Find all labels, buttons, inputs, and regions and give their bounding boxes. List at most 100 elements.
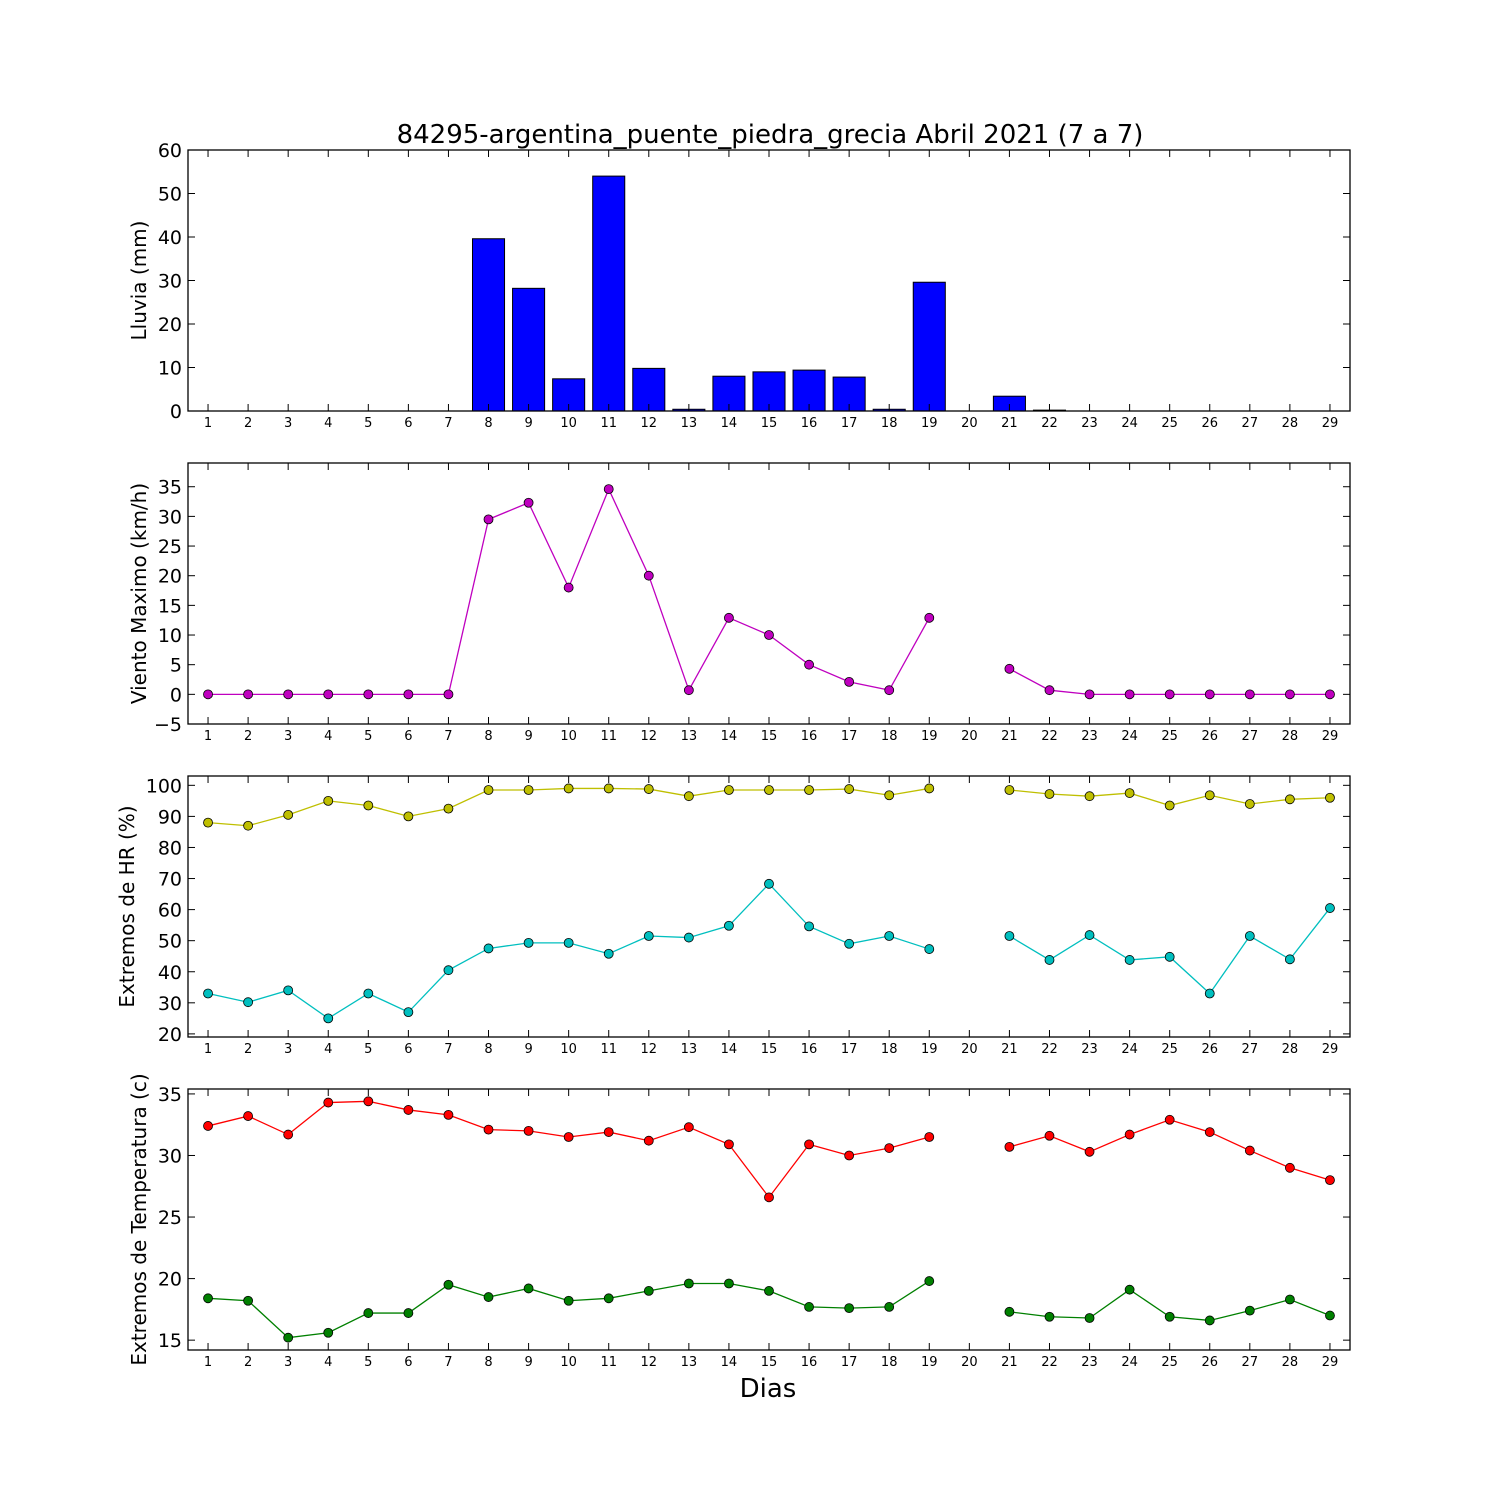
humidity-series-1-point: [1204, 790, 1215, 801]
temperature-series-1-point: [563, 1132, 574, 1142]
humidity-y-axis-label: Extremos de HR (%): [115, 805, 139, 1007]
temperature-xtick-label: 4: [324, 1355, 332, 1370]
rain-xtick-label: 27: [1242, 416, 1259, 431]
humidity-series-1-point: [643, 784, 654, 794]
rain-xtick-label: 4: [324, 416, 332, 431]
rain-bar: [471, 238, 506, 412]
humidity-xtick-label: 17: [841, 1042, 858, 1057]
humidity-series-1-point: [1004, 785, 1015, 795]
temperature-series-1-point: [844, 1150, 855, 1161]
temperature-series-1-point: [924, 1132, 935, 1142]
humidity-series-2-point: [443, 965, 454, 976]
temperature-xtick-label: 15: [761, 1355, 778, 1370]
temperature-xtick-label: 18: [881, 1355, 898, 1370]
wind-xtick-label: 7: [444, 729, 452, 744]
wind-series-1-point: [1164, 689, 1175, 700]
humidity-series-1-point: [523, 785, 534, 795]
wind-series-1-point: [804, 659, 814, 670]
wind-series-1-point: [1284, 689, 1295, 700]
temperature-series-1-point: [683, 1122, 694, 1133]
rain-xtick-label: 11: [600, 416, 617, 431]
temperature-series-1-point: [443, 1109, 454, 1120]
humidity-series-1-point: [804, 785, 814, 795]
temperature-series-2-point: [804, 1302, 814, 1312]
humidity-xtick-label: 7: [444, 1042, 452, 1057]
temperature-series-2-point: [884, 1302, 895, 1312]
wind-series-1-point: [643, 570, 654, 581]
rain-bar: [912, 281, 946, 412]
wind-series-1-point: [764, 630, 774, 640]
humidity-series-1-point: [1325, 792, 1335, 803]
wind-series-1-point: [884, 685, 895, 696]
humidity-xtick-label: 21: [1001, 1042, 1018, 1057]
temperature-y-axis-label: Extremos de Temperatura (c): [127, 1073, 151, 1365]
humidity-series-2-point: [764, 878, 774, 889]
humidity-series-1-point: [844, 784, 855, 794]
temperature-series-1-point: [1124, 1129, 1135, 1140]
wind-xtick-label: 2: [244, 729, 252, 744]
humidity-series-1-point: [563, 783, 574, 794]
humidity-xtick-label: 11: [600, 1042, 617, 1057]
wind-series-1-point: [603, 484, 614, 495]
wind-xtick-label: 9: [524, 729, 532, 744]
wind-y-axis-label: Viento Maximo (km/h): [127, 483, 151, 704]
humidity-series-1-point: [203, 817, 213, 828]
wind-series-1-point: [523, 497, 534, 508]
wind-series-1-point: [724, 612, 734, 623]
humidity-xtick-label: 27: [1242, 1042, 1259, 1057]
humidity-xtick-label: 26: [1201, 1042, 1218, 1057]
rain-xtick-label: 25: [1161, 416, 1178, 431]
wind-xtick-label: 27: [1242, 729, 1259, 744]
temperature-xtick-label: 21: [1001, 1355, 1018, 1370]
humidity-xtick-label: 22: [1041, 1042, 1058, 1057]
rain-ytick-label: 30: [158, 271, 182, 293]
temperature-xtick-label: 10: [560, 1355, 577, 1370]
humidity-xtick-label: 2: [244, 1042, 252, 1057]
temperature-xtick-label: 12: [641, 1355, 658, 1370]
humidity-xtick-label: 9: [524, 1042, 532, 1057]
rain-xtick-label: 24: [1121, 416, 1138, 431]
humidity-ytick-label: 40: [158, 962, 182, 984]
rain-xtick-label: 16: [801, 416, 818, 431]
humidity-xtick-label: 16: [801, 1042, 818, 1057]
humidity-xtick-label: 10: [560, 1042, 577, 1057]
temperature-series-2-point: [603, 1293, 614, 1304]
temperature-series-1-point: [363, 1096, 374, 1107]
humidity-series-1-point: [1244, 799, 1255, 809]
humidity-xtick-label: 3: [284, 1042, 292, 1057]
rain-xtick-label: 20: [961, 416, 978, 431]
temperature-xtick-label: 28: [1282, 1355, 1299, 1370]
wind-xtick-label: 22: [1041, 729, 1058, 744]
humidity-series-2-point: [924, 944, 935, 954]
wind-series-1-point: [683, 685, 694, 696]
temperature-series-1-point: [1164, 1114, 1175, 1125]
humidity-series-2-point: [203, 988, 213, 999]
humidity-series-1-point: [443, 803, 454, 814]
rain-xtick-label: 5: [364, 416, 372, 431]
rain-ytick-label: 50: [158, 184, 182, 206]
wind-ytick-label: 0: [170, 684, 182, 706]
wind-xtick-label: 19: [921, 729, 938, 744]
humidity-series-2-point: [1244, 931, 1255, 941]
humidity-xtick-label: 5: [364, 1042, 372, 1057]
wind-series-1-point: [924, 612, 935, 623]
temperature-xtick-label: 20: [961, 1355, 978, 1370]
temperature-series-2-point: [764, 1286, 774, 1296]
wind-xtick-label: 23: [1081, 729, 1098, 744]
humidity-xtick-label: 4: [324, 1042, 332, 1057]
rain-xtick-label: 7: [444, 416, 452, 431]
humidity-series-2-point: [844, 938, 855, 949]
wind-ytick-label: 15: [158, 595, 182, 617]
humidity-series-2-point: [363, 988, 374, 999]
temperature-xtick-label: 8: [484, 1355, 492, 1370]
temperature-xtick-label: 3: [284, 1355, 292, 1370]
humidity-series-2-point: [403, 1007, 414, 1018]
temperature-ytick-label: 25: [158, 1207, 182, 1229]
humidity-xtick-label: 23: [1081, 1042, 1098, 1057]
humidity-series-2-point: [884, 931, 895, 941]
temperature-series-2-point: [844, 1303, 855, 1314]
rain-xtick-label: 28: [1282, 416, 1299, 431]
wind-xtick-label: 17: [841, 729, 858, 744]
